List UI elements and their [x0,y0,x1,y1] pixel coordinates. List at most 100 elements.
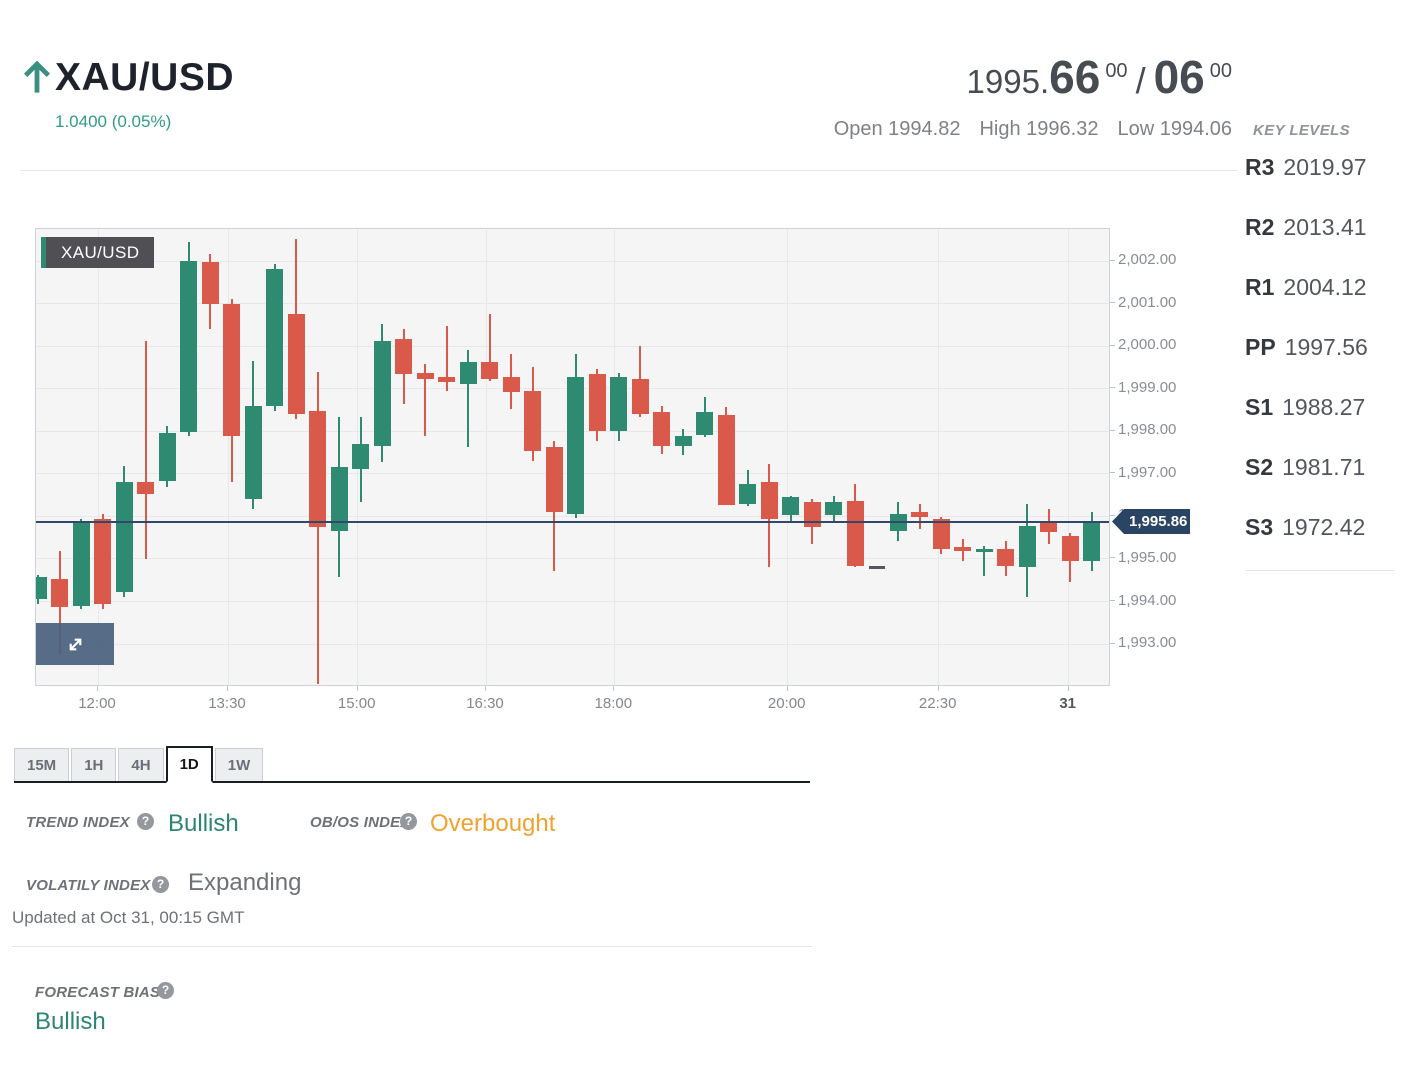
time-tickmark [786,686,788,691]
volatility-index-label: VOLATILY INDEX [26,877,151,894]
candle-body [696,412,713,436]
candle-body [244,405,262,499]
obos-help-icon[interactable]: ? [400,813,417,830]
candle-body [588,373,606,431]
v-gridline [613,229,615,685]
instrument-header: XAU/USD [21,56,234,100]
price-tickmark [1110,429,1115,431]
candle-wick [445,325,448,391]
current-price-line [36,521,1109,524]
candle-body [459,362,477,384]
price-tickmark [1110,600,1115,601]
key-level-row: S1 1988.27 [1245,394,1397,421]
doji-dash [868,565,885,569]
tab-15m[interactable]: 15M [14,748,70,781]
candle-body [760,482,778,519]
key-level-value: 1981.71 [1282,454,1366,480]
quote-display: 1995. 66 00 / 06 00 [967,50,1232,104]
quote-stem: 1995. [966,63,1050,100]
candle-body [1018,525,1036,567]
key-level-label: PP [1245,334,1276,360]
v-gridline [938,229,940,685]
v-gridline [227,229,229,685]
candle-body [932,518,950,550]
candle-body [1040,522,1057,533]
price-tickmark [1110,387,1115,389]
key-level-row: S3 1972.42 [1245,514,1397,541]
time-tick-label: 22:30 [918,695,957,712]
h-gridline [36,558,1109,560]
key-level-row: S2 1981.71 [1245,454,1397,481]
price-tickmark [1110,302,1115,304]
price-tick-label: 2,002.00 [1118,251,1177,268]
v-gridline [1068,229,1070,685]
candlestick-plot[interactable]: XAU/USD [35,228,1110,686]
candle-body [330,467,348,531]
candle-wick [144,340,147,559]
price-tick-label: 1,999.00 [1118,378,1177,396]
price-tickmark [1110,344,1115,346]
key-level-label: R2 [1245,214,1275,240]
candle-body [567,377,584,515]
expand-chart-button[interactable] [36,623,114,665]
candle-body [438,377,455,383]
time-tickmark [485,686,486,691]
price-tick-label: 1,994.00 [1118,591,1177,609]
time-tickmark [1067,686,1069,691]
candle-body [51,578,68,608]
candle-body [395,338,412,374]
ohl-stats: Open 1994.82 High 1996.32 Low 1994.06 [834,118,1232,141]
key-level-value: 1972.42 [1282,514,1366,540]
price-tickmark [1110,557,1115,559]
price-tickmark [1110,642,1115,644]
forecast-help-icon[interactable]: ? [157,982,174,999]
trend-help-icon[interactable]: ? [137,813,154,830]
timeframe-tabs: 15M 1H 4H 1D 1W [14,746,810,783]
key-levels-panel: KEY LEVELS R3 2019.97 R2 2013.41 R1 2004.12… [1245,122,1397,574]
time-tick-label: 18:00 [594,695,633,712]
open-stat: Open 1994.82 [833,118,961,140]
candle-body [287,314,305,414]
candle-body [610,377,627,431]
candle-body [72,522,90,606]
key-level-row: R1 2004.12 [1245,274,1397,301]
low-stat: Low 1994.06 [1117,118,1232,140]
price-tick-label: 1,995.00 [1118,548,1177,566]
candle-body [137,482,154,495]
price-tick-label: 1,998.00 [1118,421,1177,439]
candle-body [846,500,864,566]
time-tick-label: 13:30 [208,695,246,712]
candle-body [545,447,563,513]
price-change: 1.0400 (0.05%) [55,112,172,131]
tab-1h[interactable]: 1H [71,748,117,781]
watermark-label: XAU/USD [61,242,140,262]
candle-body [1083,522,1100,561]
time-tick-label: 15:00 [337,695,376,712]
updated-timestamp: Updated at Oct 31, 00:15 GMT [12,908,245,927]
watermark-accent-bar [41,237,46,268]
h-gridline [36,515,1109,517]
tab-4h[interactable]: 4H [118,748,164,781]
tab-1w[interactable]: 1W [214,748,264,781]
key-level-row: PP 1997.56 [1245,334,1397,361]
h-gridline [36,643,1109,645]
key-level-row: R2 2013.41 [1245,214,1397,241]
time-tick-label: 20:00 [767,695,806,712]
volatility-help-icon[interactable]: ? [152,876,169,893]
v-gridline [97,229,99,685]
price-axis: 2,002.00 2,001.00 2,000.00 1,999.00 1,998.00… [1118,228,1198,686]
candle-wick [316,372,319,685]
quote-ask-pips: 00 [1209,60,1232,82]
h-gridline [36,260,1109,262]
candle-body [223,304,240,436]
candle-body [266,269,283,406]
h-gridline [36,345,1109,347]
chart-symbol-watermark: XAU/USD [41,237,155,268]
page-title: XAU/USD [55,56,235,99]
candle-wick [983,546,985,576]
h-gridline [36,601,1109,602]
price-tickmark [1110,259,1115,261]
tab-1d[interactable]: 1D [165,746,213,783]
forecast-bias-value: Bullish [35,1008,106,1035]
